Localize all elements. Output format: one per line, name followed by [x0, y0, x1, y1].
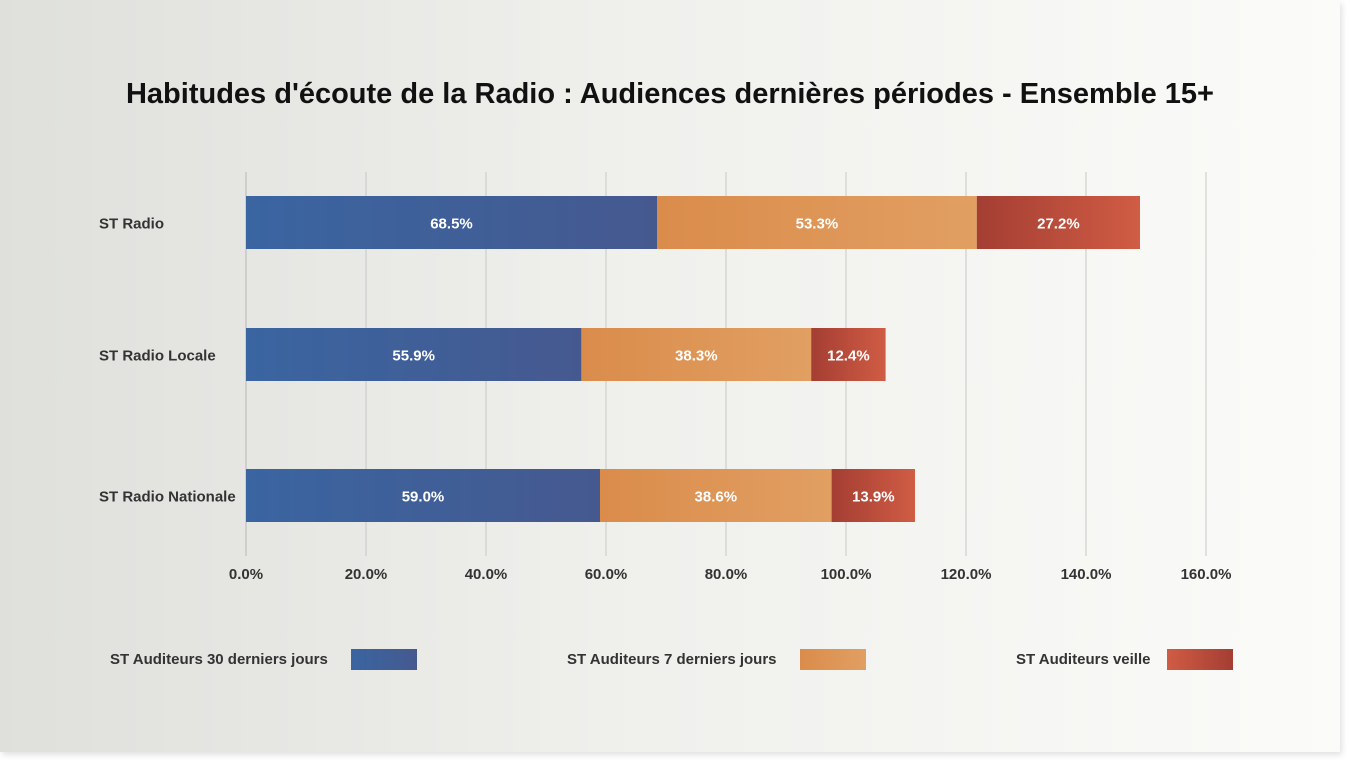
bar-segment: [600, 469, 832, 522]
legend-swatch: [351, 649, 417, 670]
data-label: 59.0%: [402, 489, 445, 506]
bar-segment: [657, 196, 977, 249]
x-tick-label: 120.0%: [941, 566, 992, 583]
x-tick-label: 100.0%: [821, 566, 872, 583]
x-tick-label: 160.0%: [1181, 566, 1232, 583]
bar-segment: [581, 328, 812, 381]
legend-label: ST Auditeurs 7 derniers jours: [567, 651, 777, 668]
x-tick-label: 20.0%: [345, 566, 388, 583]
bar-segment: [976, 196, 1140, 249]
category-label: ST Radio Nationale: [99, 489, 236, 506]
legend-label: ST Auditeurs veille: [1016, 651, 1150, 668]
data-label: 38.3%: [675, 348, 718, 365]
legend-swatch: [1167, 649, 1233, 670]
data-label: 68.5%: [430, 216, 473, 233]
bar-segment: [246, 328, 582, 381]
bar-segment: [246, 196, 657, 249]
data-label: 53.3%: [796, 216, 839, 233]
bar-segment: [831, 469, 915, 522]
data-label: 27.2%: [1037, 216, 1080, 233]
chart-title: Habitudes d'écoute de la Radio : Audienc…: [125, 78, 1214, 110]
x-tick-label: 80.0%: [705, 566, 748, 583]
bar-segment: [246, 469, 600, 522]
bar-segment: [811, 328, 886, 381]
category-label: ST Radio: [99, 216, 164, 233]
data-label: 38.6%: [695, 489, 738, 506]
x-tick-label: 140.0%: [1061, 566, 1112, 583]
legend-label: ST Auditeurs 30 derniers jours: [110, 651, 328, 668]
x-tick-label: 0.0%: [229, 566, 263, 583]
data-label: 55.9%: [392, 348, 435, 365]
x-tick-label: 60.0%: [585, 566, 628, 583]
legend-swatch: [800, 649, 866, 670]
data-label: 13.9%: [852, 489, 895, 506]
x-tick-label: 40.0%: [465, 566, 508, 583]
data-label: 12.4%: [827, 348, 870, 365]
category-label: ST Radio Locale: [99, 348, 216, 365]
